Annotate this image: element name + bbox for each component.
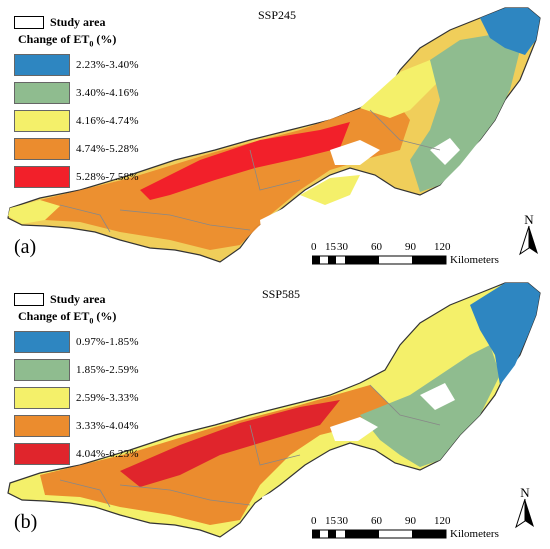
class-5-zone	[140, 122, 350, 200]
map-ssp585	[7, 282, 541, 538]
legend-class-3: 2.59%-3.33%	[14, 387, 139, 410]
no-data-gap	[430, 138, 460, 165]
scale-unit: Kilometers	[450, 254, 499, 266]
legend-swatch	[14, 359, 70, 382]
class-5-zone	[120, 400, 340, 487]
map-ssp245	[7, 7, 541, 263]
legend-swatch	[14, 82, 70, 105]
legend-class-5: 5.28%-7.58%	[14, 166, 139, 189]
study-area-map	[7, 7, 541, 263]
scale-unit: Kilometers	[450, 528, 499, 540]
scale-bar	[312, 255, 447, 265]
no-data-gap	[262, 483, 302, 513]
scenario-title: SSP585	[262, 287, 301, 301]
legend-class-4: 4.74%-5.28%	[14, 138, 139, 161]
class-2-zone	[360, 345, 500, 467]
panel-label: (b)	[14, 511, 38, 533]
study-area-swatch	[14, 292, 44, 306]
legend-swatch	[14, 166, 70, 189]
north-arrow-icon	[519, 225, 538, 256]
panel-label: (a)	[14, 236, 37, 258]
legend-class-2: 3.40%-4.16%	[14, 82, 139, 105]
legend: Study area Change of ET0 (%) 2.23%-3.40%…	[14, 14, 139, 194]
class-3-zone-west	[8, 200, 60, 224]
legend-swatch	[14, 331, 70, 354]
scale-tick-labels: 0 15 30 60 90 120	[311, 515, 451, 527]
legend-class-5: 4.04%-6.23%	[14, 443, 139, 466]
panel-ssp585: SSP585 Study area Change of ET0 (%) 0.97…	[0, 275, 550, 549]
panel-ssp245: SSP245 Study area Change of ET0 (%) 2.23…	[0, 0, 550, 274]
no-data-gap	[330, 140, 380, 165]
legend-class-3: 4.16%-4.74%	[14, 110, 139, 133]
class-1-zone	[480, 8, 540, 55]
north-arrow-icon	[515, 498, 534, 529]
legend-swatch	[14, 110, 70, 133]
county-boundaries	[59, 109, 441, 233]
class-3-zone-south	[300, 175, 360, 205]
no-data-gap	[420, 383, 455, 410]
legend-study-area: Study area	[14, 291, 139, 307]
legend-class-4: 3.33%-4.04%	[14, 415, 139, 438]
north-arrow: N	[512, 485, 538, 529]
legend-swatch	[14, 138, 70, 161]
no-data-gap	[330, 417, 378, 441]
legend-swatch	[14, 54, 70, 77]
legend-class-1: 2.23%-3.40%	[14, 54, 139, 77]
legend: Study area Change of ET0 (%) 0.97%-1.85%…	[14, 291, 139, 471]
legend-title: Change of ET0 (%)	[18, 32, 117, 49]
class-3-zone-north	[360, 60, 440, 118]
legend-swatch	[14, 415, 70, 438]
legend-class-1: 0.97%-1.85%	[14, 331, 139, 354]
no-data-gap	[260, 205, 305, 238]
county-boundaries	[59, 384, 441, 508]
legend-title: Change of ET0 (%)	[18, 309, 117, 326]
scenario-title: SSP245	[258, 8, 297, 22]
legend-class-2: 1.85%-2.59%	[14, 359, 139, 382]
scale-tick-labels: 0 15 30 60 90 120	[311, 241, 451, 253]
study-area-map	[7, 282, 541, 538]
legend-swatch	[14, 387, 70, 410]
legend-study-area: Study area	[14, 14, 139, 30]
class-1-zone	[470, 283, 540, 385]
legend-swatch	[14, 443, 70, 466]
north-arrow: N	[516, 212, 542, 256]
scale-bar	[312, 529, 447, 539]
study-area-swatch	[14, 15, 44, 29]
